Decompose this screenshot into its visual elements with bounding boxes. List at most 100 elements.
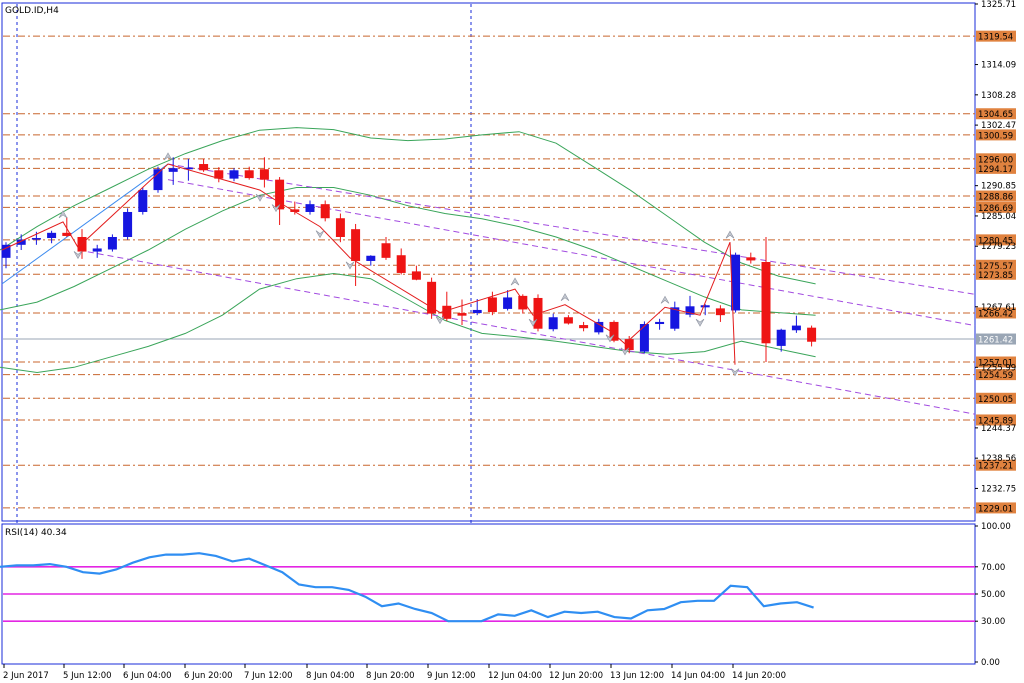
trend-channel-line xyxy=(77,249,976,415)
candle-body xyxy=(320,204,330,219)
price-level-tag xyxy=(976,30,1016,42)
zigzag-line xyxy=(1,152,740,377)
trend-channel-line xyxy=(167,179,976,327)
candle-body xyxy=(153,169,163,191)
price-axis-label: 1255.99 xyxy=(981,363,1016,373)
price-level-tag xyxy=(976,502,1016,514)
time-axis-label: 6 Jun 04:00 xyxy=(123,671,172,681)
candle-body xyxy=(639,324,649,352)
fractal-arrow xyxy=(620,347,630,356)
candle-body xyxy=(62,232,72,236)
price-level-label: 1280.45 xyxy=(978,236,1013,246)
trend-channel-line xyxy=(167,163,976,295)
fractal-arrow xyxy=(271,204,281,213)
price-axis-label: 1267.61 xyxy=(981,303,1016,313)
candle-body xyxy=(259,169,269,180)
fractal-arrow xyxy=(255,193,265,202)
time-axis-label: 12 Jun 20:00 xyxy=(549,671,603,681)
price-level-label: 1266.42 xyxy=(978,309,1013,319)
price-level-tag xyxy=(976,201,1016,213)
fractal-arrow xyxy=(730,368,740,377)
candle-body xyxy=(138,190,148,212)
candle-body xyxy=(290,209,300,212)
price-level-tag xyxy=(976,356,1016,368)
candle-body xyxy=(563,317,573,324)
price-axis-label: 1290.85 xyxy=(981,182,1016,192)
rsi-axis-label: 30.00 xyxy=(981,617,1005,627)
price-level-tag xyxy=(976,392,1016,404)
candle-body xyxy=(776,329,786,346)
price-level-label: 1300.59 xyxy=(978,131,1013,141)
candle-body xyxy=(670,307,680,329)
price-level-tag xyxy=(976,459,1016,471)
price-level-label: 1294.17 xyxy=(978,165,1013,175)
candle-body xyxy=(351,229,361,261)
time-axis-label: 9 Jun 12:00 xyxy=(427,671,476,681)
candle-body xyxy=(791,325,801,331)
time-axis-label: 5 Jun 12:00 xyxy=(63,671,112,681)
price-level-label: 1254.59 xyxy=(978,371,1013,381)
candle-body xyxy=(503,297,513,309)
candle-body xyxy=(715,308,725,316)
candle-body xyxy=(518,295,528,310)
candle-body xyxy=(107,236,117,250)
bollinger-bands xyxy=(0,127,816,374)
candle-body xyxy=(168,168,178,172)
price-level-tag xyxy=(976,190,1016,202)
candle-body xyxy=(609,321,619,341)
bollinger-middle-band xyxy=(0,187,816,316)
candle-body xyxy=(396,255,406,273)
candle-body xyxy=(244,170,254,179)
price-level-tag xyxy=(976,234,1016,246)
candle-body xyxy=(305,204,315,212)
candle-body xyxy=(487,297,497,313)
candle-body xyxy=(700,305,710,308)
candle-body xyxy=(183,167,193,170)
bollinger-upper-band xyxy=(0,127,816,285)
candle-body xyxy=(229,170,239,179)
price-axis-label: 1279.23 xyxy=(981,242,1016,252)
current-price-tag xyxy=(976,333,1016,345)
fractal-arrow xyxy=(345,261,355,270)
trend-line xyxy=(1,163,169,285)
price-axis-label: 1325.71 xyxy=(981,0,1016,10)
price-level-tag xyxy=(976,268,1016,280)
time-axis-label: 8 Jun 20:00 xyxy=(366,671,415,681)
rsi-title: RSI(14) 40.34 xyxy=(5,528,67,538)
rsi-axis-label: 100.00 xyxy=(981,522,1011,532)
time-axis: 2 Jun 2017 5 Jun 12:00 6 Jun 04:00 6 Jun 20… xyxy=(3,664,786,681)
price-level-label: 1257.01 xyxy=(978,359,1013,369)
candlesticks xyxy=(1,157,817,363)
price-level-tag xyxy=(976,162,1016,174)
candle-body xyxy=(472,309,482,314)
time-axis-label: 7 Jun 12:00 xyxy=(244,671,293,681)
fractal-arrow xyxy=(560,293,570,301)
rsi-axis-label: 70.00 xyxy=(981,563,1005,573)
time-axis-label: 2 Jun 2017 xyxy=(3,671,49,681)
zigzag-path xyxy=(1,163,736,365)
candle-body xyxy=(746,257,756,261)
trend-channel xyxy=(1,163,976,415)
fractal-arrow xyxy=(58,210,68,219)
price-axis-label: 1308.28 xyxy=(981,91,1016,101)
price-axis-label: 1314.09 xyxy=(981,61,1016,71)
price-level-label: 1245.89 xyxy=(978,416,1013,426)
rsi-panel[interactable] xyxy=(0,523,976,665)
price-axis-label: 1238.56 xyxy=(981,454,1016,464)
candle-body xyxy=(335,218,345,237)
price-level-label: 1304.65 xyxy=(978,110,1013,120)
fractal-arrow xyxy=(605,334,615,343)
price-level-tag xyxy=(976,129,1016,141)
fractal-arrow xyxy=(435,316,445,325)
price-axis-label: 1244.37 xyxy=(981,424,1016,434)
price-level-label: 1250.05 xyxy=(978,395,1013,405)
fractal-arrow xyxy=(73,251,83,260)
candle-body xyxy=(92,248,102,252)
candle-body xyxy=(427,281,437,314)
price-level-tag xyxy=(976,414,1016,426)
candle-body xyxy=(548,317,558,330)
price-level-tag xyxy=(976,153,1016,165)
time-axis-label: 8 Jun 04:00 xyxy=(306,671,355,681)
candle-body xyxy=(411,271,421,280)
rsi-axis-label: 0.00 xyxy=(981,658,1000,668)
